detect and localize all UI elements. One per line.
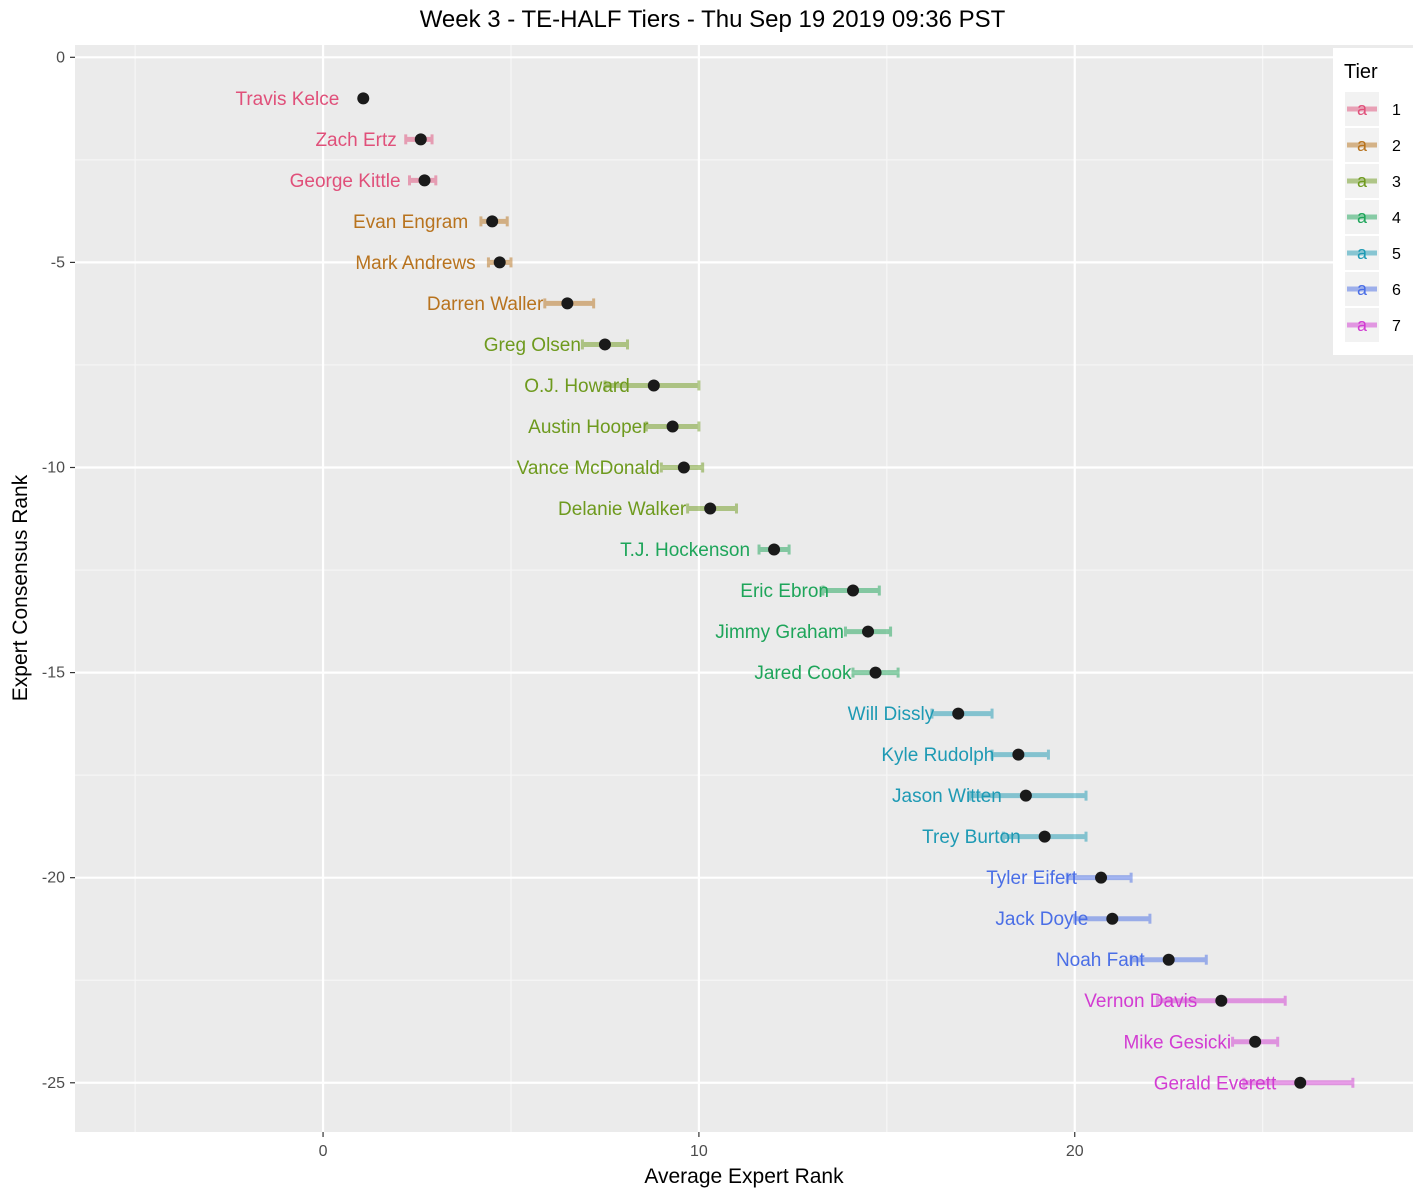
data-point <box>1012 748 1025 761</box>
y-axis-title: Expert Consensus Rank <box>9 474 32 701</box>
legend-key-glyph: a <box>1357 315 1368 335</box>
data-point <box>666 420 679 433</box>
data-point <box>952 707 965 720</box>
data-point <box>418 174 431 187</box>
x-tick-label: 0 <box>319 1143 328 1160</box>
point-label: Tyler Eifert <box>986 868 1078 889</box>
chart-title: Week 3 - TE-HALF Tiers - Thu Sep 19 2019… <box>419 6 1006 33</box>
grid-minor <box>75 45 1413 1132</box>
y-tick-label: 0 <box>56 49 65 66</box>
data-point <box>1038 830 1051 843</box>
data-point <box>1162 953 1175 966</box>
legend-key-glyph: a <box>1357 135 1368 155</box>
point-label: Jared Cook <box>754 663 852 684</box>
point-labels: Travis Kelce Zach Ertz George Kittle Evan E… <box>235 89 1277 1094</box>
data-point <box>1019 789 1032 802</box>
legend-key-label: 7 <box>1392 318 1401 335</box>
legend-key-label: 6 <box>1392 282 1401 299</box>
data-point <box>846 584 859 597</box>
data-point <box>1215 994 1228 1007</box>
legend-keys: a 1a 2a 3a 4a 5a 6a 7 <box>1345 92 1401 342</box>
x-tick-label: 20 <box>1066 1143 1084 1160</box>
point-label: Kyle Rudolph <box>881 745 994 766</box>
point-label: Zach Ertz <box>315 130 396 151</box>
point-label: Darren Waller <box>427 294 544 315</box>
point-label: Evan Engram <box>353 212 468 233</box>
point-label: Greg Olsen <box>484 335 581 356</box>
legend-key-label: 1 <box>1392 102 1401 119</box>
panel-background <box>75 45 1413 1132</box>
legend-key-label: 2 <box>1392 138 1401 155</box>
legend: Tier a 1a 2a 3a 4a 5a 6a 7 <box>1333 48 1425 355</box>
point-label: T.J. Hockenson <box>620 540 750 561</box>
x-tick-label: 10 <box>690 1143 708 1160</box>
point-label: Jason Witten <box>892 786 1002 807</box>
grid-major <box>75 45 1413 1132</box>
legend-key-glyph: a <box>1357 99 1368 119</box>
point-label: George Kittle <box>290 171 401 192</box>
point-label: Trey Burton <box>922 827 1021 848</box>
point-label: Jimmy Graham <box>715 622 844 643</box>
point-label: Mark Andrews <box>355 253 475 274</box>
data-point <box>1106 912 1119 925</box>
point-label: Vance McDonald <box>517 458 660 479</box>
data-point <box>1294 1076 1307 1089</box>
data-point <box>1095 871 1108 884</box>
legend-key-label: 3 <box>1392 174 1401 191</box>
x-axis-title: Average Expert Rank <box>644 1165 844 1188</box>
legend-key-label: 5 <box>1392 246 1401 263</box>
x-axis: 0 10 20 <box>319 1132 1084 1160</box>
y-axis: 0 -5 -10 -15 -20 -25 <box>42 49 75 1092</box>
point-label: Noah Fant <box>1056 950 1145 971</box>
y-tick-label: -10 <box>42 459 65 476</box>
data-point <box>647 379 660 392</box>
data-points <box>357 92 1307 1089</box>
legend-key-glyph: a <box>1357 279 1368 299</box>
data-point <box>414 133 427 146</box>
point-label: Delanie Walker <box>558 499 687 520</box>
data-point <box>862 625 875 638</box>
data-point <box>598 338 611 351</box>
point-label: Austin Hooper <box>528 417 649 438</box>
point-label: Jack Doyle <box>995 909 1088 930</box>
data-point <box>677 461 690 474</box>
legend-key-glyph: a <box>1357 171 1368 191</box>
y-tick-label: -5 <box>51 254 65 271</box>
point-label: O.J. Howard <box>524 376 630 397</box>
point-label: Will Dissly <box>848 704 935 725</box>
data-point <box>704 502 717 515</box>
point-label: Eric Ebron <box>740 581 829 602</box>
data-point <box>1249 1035 1262 1048</box>
data-point <box>357 92 370 105</box>
y-tick-label: -15 <box>42 665 65 682</box>
data-point <box>561 297 574 310</box>
point-label: Travis Kelce <box>235 89 339 110</box>
data-point <box>493 256 506 269</box>
legend-key-glyph: a <box>1357 207 1368 227</box>
y-tick-label: -20 <box>42 870 65 887</box>
point-label: Gerald Everett <box>1154 1073 1277 1094</box>
data-point <box>869 666 882 679</box>
data-point <box>768 543 781 556</box>
legend-key-label: 4 <box>1392 210 1401 227</box>
point-label: Mike Gesicki <box>1123 1032 1231 1053</box>
legend-title: Tier <box>1344 61 1378 83</box>
data-point <box>486 215 499 228</box>
y-tick-label: -25 <box>42 1075 65 1092</box>
legend-key-glyph: a <box>1357 243 1368 263</box>
point-label: Vernon Davis <box>1084 991 1197 1012</box>
